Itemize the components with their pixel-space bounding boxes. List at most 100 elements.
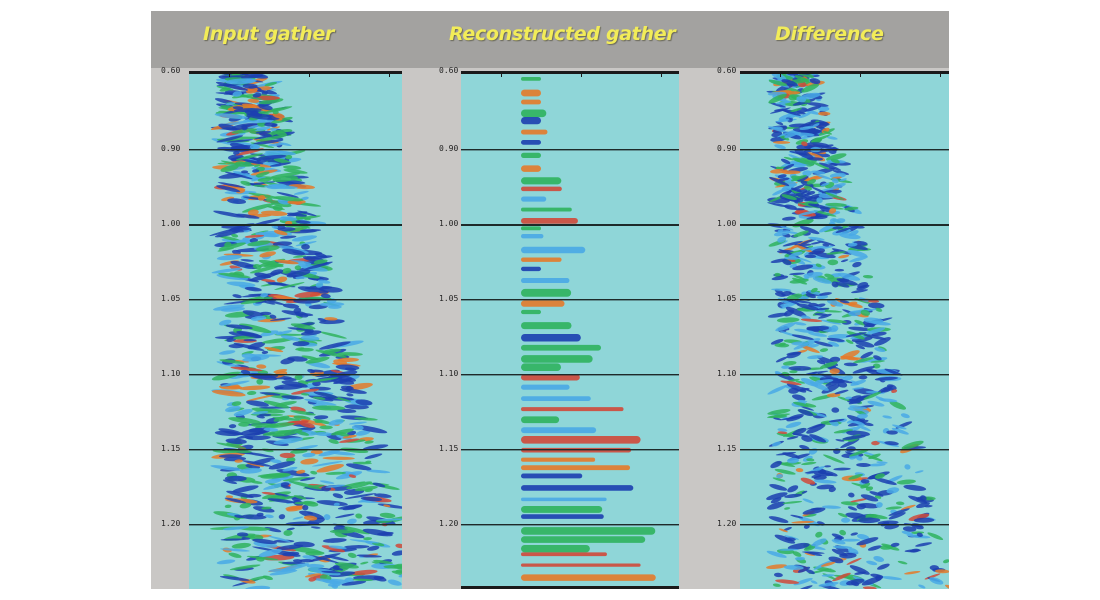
event-blob (234, 514, 244, 518)
event-blob (290, 323, 316, 330)
event-blob (806, 326, 829, 331)
reflection-streak (521, 278, 570, 284)
event-blob (771, 126, 783, 130)
event-blob (300, 330, 322, 336)
event-blob (274, 282, 305, 291)
axis-tick (389, 71, 390, 77)
event-blob (886, 487, 900, 494)
event-blob (880, 545, 893, 550)
event-blob (789, 263, 797, 268)
event-blob (831, 407, 840, 413)
event-blob (837, 396, 850, 402)
event-blob (845, 396, 853, 400)
event-blob (332, 493, 344, 499)
event-blob (272, 416, 300, 421)
event-blob (786, 383, 807, 393)
event-blob (861, 576, 883, 586)
event-blob (822, 505, 841, 509)
event-blob (793, 322, 807, 326)
top-axis (189, 71, 402, 74)
reflection-streak (521, 374, 580, 381)
event-blob (803, 271, 823, 278)
event-blob (768, 79, 788, 86)
event-blob (290, 388, 320, 395)
time-line (189, 299, 402, 301)
event-blob (246, 394, 276, 402)
event-blob (290, 449, 308, 454)
event-blob (857, 517, 881, 524)
reflection-streak (521, 527, 656, 535)
event-blob (321, 545, 346, 553)
event-blob (874, 376, 899, 381)
event-blob (805, 105, 822, 112)
event-blob (828, 341, 840, 347)
event-blob (300, 335, 320, 341)
event-blob (792, 264, 814, 271)
event-blob (244, 585, 271, 589)
event-blob (274, 259, 299, 265)
event-blob (295, 241, 317, 247)
event-blob (219, 359, 245, 364)
event-blob (268, 142, 285, 147)
event-blob (781, 216, 796, 221)
event-blob (901, 530, 913, 535)
event-blob (220, 548, 250, 552)
event-blob (240, 369, 251, 375)
event-blob (355, 399, 373, 406)
event-blob (774, 534, 796, 544)
event-blob (843, 362, 858, 367)
event-blob (255, 300, 267, 304)
event-blob (799, 112, 812, 119)
event-blob (820, 182, 830, 187)
event-blob (236, 164, 255, 167)
event-blob (830, 158, 840, 164)
event-blob (264, 514, 274, 519)
event-blob (221, 75, 248, 78)
event-blob (791, 334, 814, 340)
event-blob (807, 203, 831, 210)
event-blob (261, 491, 276, 495)
event-blob (771, 275, 789, 281)
event-blob (239, 385, 271, 391)
event-blob (863, 391, 882, 400)
event-blob (261, 506, 272, 510)
reflection-streak (521, 109, 547, 118)
event-blob (267, 282, 287, 286)
time-line (740, 374, 949, 376)
event-blob (794, 328, 814, 333)
event-blob (337, 408, 357, 414)
difference-panel (740, 71, 949, 589)
event-blob (816, 197, 823, 204)
event-blob (282, 551, 300, 557)
time-line (740, 449, 949, 451)
event-blob (819, 292, 832, 296)
event-blob (252, 410, 269, 415)
event-blob (808, 332, 828, 337)
event-blob (816, 174, 832, 180)
event-blob (313, 578, 342, 584)
event-blob (260, 279, 276, 283)
event-blob (845, 332, 867, 338)
event-blob (344, 367, 357, 372)
event-blob (837, 272, 861, 281)
event-blob (814, 341, 833, 347)
event-blob (270, 459, 282, 464)
event-blob (890, 542, 900, 547)
event-blob (777, 428, 788, 432)
event-blob (902, 526, 917, 532)
event-blob (383, 504, 391, 508)
event-blob (773, 230, 791, 237)
event-blob (914, 470, 924, 474)
event-blob (226, 490, 254, 498)
reflection-streak (521, 77, 541, 81)
event-blob (299, 510, 324, 520)
event-blob (797, 202, 820, 209)
event-blob (769, 176, 790, 187)
event-blob (828, 183, 846, 190)
event-blob (318, 450, 340, 457)
event-blob (834, 268, 845, 272)
seismic-figure: Input gather Reconstructed gather Differ… (151, 11, 949, 589)
event-blob (364, 453, 383, 460)
event-blob (858, 502, 879, 509)
event-blob (770, 339, 784, 345)
